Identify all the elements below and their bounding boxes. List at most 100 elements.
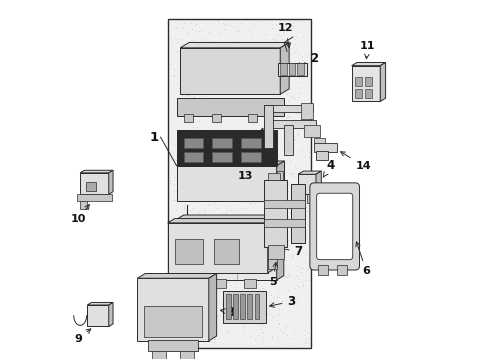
Point	[206, 339, 214, 345]
Bar	[313, 143, 337, 152]
Point	[245, 154, 253, 159]
Point	[291, 299, 299, 305]
Point	[287, 252, 295, 258]
Point	[298, 33, 306, 39]
Point	[231, 24, 239, 30]
Bar	[183, 114, 192, 122]
Point	[222, 210, 229, 216]
Point	[278, 298, 285, 303]
Point	[300, 53, 308, 58]
Point	[226, 207, 234, 213]
Point	[265, 216, 273, 222]
Point	[248, 119, 256, 125]
Point	[167, 72, 175, 78]
Point	[209, 234, 217, 239]
Point	[247, 254, 255, 260]
Point	[256, 112, 264, 118]
Text: 8: 8	[220, 306, 234, 319]
Point	[197, 250, 205, 256]
Point	[271, 211, 279, 217]
Point	[207, 250, 215, 256]
Point	[282, 185, 290, 191]
Bar	[364, 89, 372, 98]
Point	[201, 243, 209, 249]
Point	[287, 66, 295, 72]
Point	[172, 76, 180, 82]
Point	[212, 97, 220, 103]
Point	[190, 317, 198, 323]
Point	[248, 286, 256, 292]
Point	[273, 311, 281, 317]
Point	[204, 128, 212, 134]
Point	[173, 48, 181, 54]
Point	[242, 265, 250, 271]
Point	[214, 288, 222, 294]
Point	[205, 303, 213, 309]
Point	[224, 223, 232, 229]
Bar	[267, 249, 276, 269]
Point	[239, 84, 247, 90]
Point	[166, 80, 174, 86]
Point	[290, 95, 298, 100]
Text: 2: 2	[296, 52, 318, 67]
Point	[284, 231, 291, 237]
Polygon shape	[351, 63, 385, 66]
Point	[238, 223, 245, 229]
Point	[244, 160, 252, 166]
Point	[188, 125, 196, 130]
Point	[228, 62, 236, 68]
Point	[248, 169, 256, 175]
Point	[297, 114, 305, 120]
Point	[233, 80, 241, 85]
Point	[233, 310, 241, 316]
Point	[220, 199, 228, 204]
Point	[292, 112, 300, 117]
Point	[187, 311, 195, 317]
Point	[168, 305, 176, 311]
Point	[256, 286, 264, 292]
Point	[229, 39, 237, 44]
Point	[252, 306, 260, 311]
Point	[238, 52, 246, 58]
Point	[223, 87, 231, 93]
Point	[183, 166, 191, 172]
Point	[183, 168, 190, 174]
Point	[295, 85, 303, 91]
Point	[181, 19, 189, 25]
Point	[226, 78, 234, 84]
Point	[199, 207, 207, 212]
Point	[284, 237, 291, 242]
Point	[262, 134, 270, 140]
Point	[217, 191, 225, 197]
Point	[271, 37, 279, 42]
Point	[273, 158, 281, 163]
Polygon shape	[180, 48, 280, 94]
Point	[253, 249, 261, 255]
Point	[192, 54, 200, 60]
Point	[167, 129, 175, 135]
Point	[230, 284, 238, 290]
Point	[302, 171, 310, 177]
Point	[275, 185, 283, 191]
Point	[195, 28, 203, 33]
Point	[230, 190, 238, 196]
Point	[170, 175, 178, 180]
Point	[237, 205, 244, 211]
Point	[171, 257, 179, 262]
Bar	[304, 125, 320, 137]
Point	[289, 336, 297, 341]
Point	[180, 126, 188, 132]
Point	[171, 317, 179, 323]
Point	[190, 55, 198, 60]
Point	[234, 111, 242, 117]
Point	[235, 174, 243, 179]
Point	[287, 226, 295, 232]
Point	[189, 297, 197, 303]
Point	[209, 198, 217, 204]
Point	[243, 44, 250, 49]
Point	[282, 209, 289, 215]
Point	[198, 139, 205, 145]
Point	[248, 292, 256, 298]
Point	[275, 199, 283, 205]
Bar	[276, 171, 283, 180]
